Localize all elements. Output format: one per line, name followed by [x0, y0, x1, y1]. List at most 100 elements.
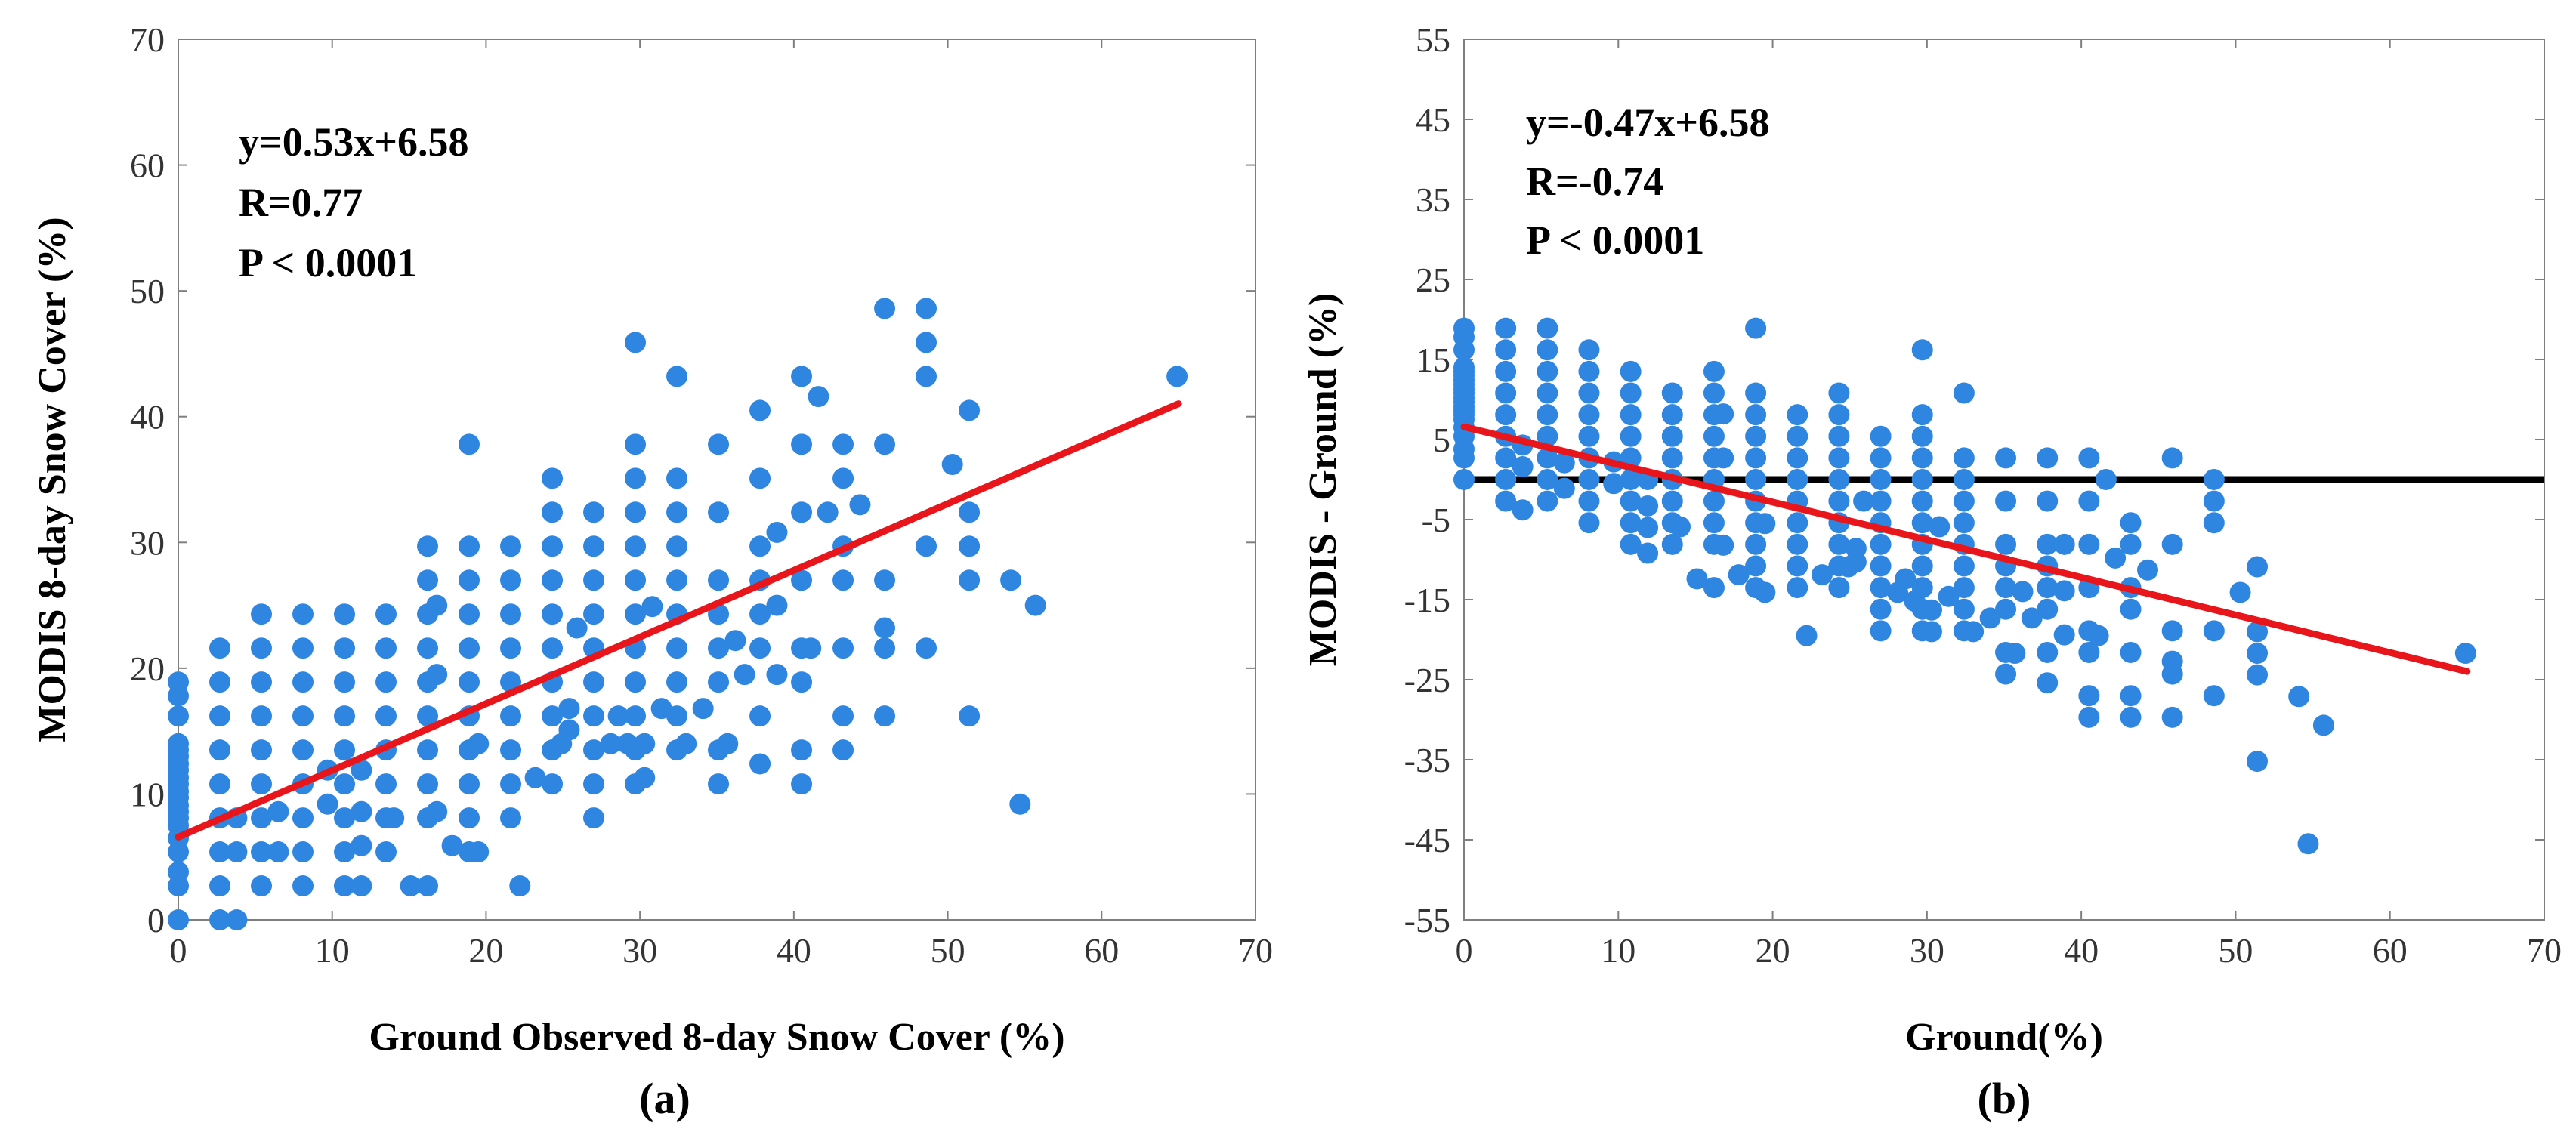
data-point: [791, 433, 813, 455]
data-point: [1669, 516, 1691, 538]
data-point: [251, 671, 273, 693]
data-point: [2247, 751, 2269, 773]
data-point: [1537, 317, 1558, 339]
y-tick-label: 60: [130, 147, 165, 185]
x-axis-title-b: Ground(%): [1905, 1016, 2103, 1059]
data-point: [1953, 447, 1975, 469]
data-point: [2203, 469, 2225, 490]
data-point: [2161, 533, 2183, 555]
data-point: [1787, 425, 1808, 447]
data-point: [334, 773, 356, 795]
data-point: [2120, 512, 2142, 534]
data-point: [791, 569, 813, 591]
data-point: [666, 366, 688, 387]
data-point: [808, 386, 829, 408]
data-point: [734, 664, 755, 686]
data-point: [625, 501, 647, 523]
data-point: [600, 733, 622, 754]
x-tick-label: 50: [2218, 931, 2253, 970]
data-point: [1661, 382, 1683, 404]
data-point: [1911, 555, 1933, 577]
p-value-b: P < 0.0001: [1526, 217, 1704, 263]
data-point: [468, 733, 490, 754]
data-point: [1787, 512, 1808, 534]
data-point: [1870, 490, 1892, 512]
y-tick-label: -15: [1404, 581, 1450, 619]
data-point: [800, 637, 822, 659]
data-point: [916, 366, 937, 387]
data-point: [724, 630, 746, 652]
data-point: [351, 800, 372, 822]
data-point: [1911, 447, 1933, 469]
fit-line-b: [1460, 423, 2471, 675]
data-point: [1578, 404, 1600, 426]
y-tick-label: 45: [1416, 100, 1450, 139]
data-point: [1870, 620, 1892, 642]
data-point: [2120, 533, 2142, 555]
data-point: [916, 298, 937, 319]
data-point: [1895, 568, 1917, 590]
data-point: [1495, 360, 1517, 382]
data-point: [749, 467, 771, 489]
data-point: [251, 705, 273, 727]
data-point: [1495, 339, 1517, 361]
data-point: [1911, 577, 1933, 599]
data-point: [625, 603, 647, 625]
data-point: [625, 569, 647, 591]
points-a: [168, 298, 1188, 930]
data-point: [1929, 516, 1951, 538]
data-point: [334, 637, 356, 659]
data-point: [417, 637, 439, 659]
data-point: [2037, 672, 2059, 694]
data-point: [209, 705, 231, 727]
data-point: [666, 535, 688, 557]
data-point: [1745, 469, 1767, 490]
y-tick-label: 5: [1433, 421, 1450, 459]
data-point: [1009, 793, 1031, 815]
data-point: [1620, 469, 1642, 490]
data-point: [583, 603, 605, 625]
data-point: [1661, 490, 1683, 512]
x-tick-label: 70: [1238, 931, 1273, 970]
data-point: [542, 535, 564, 557]
data-point: [2161, 706, 2183, 728]
data-point: [1870, 577, 1892, 599]
data-point: [1495, 404, 1517, 426]
data-point: [209, 909, 231, 930]
data-point: [2037, 641, 2059, 663]
data-point: [2203, 620, 2225, 642]
data-point: [1686, 568, 1708, 590]
data-point: [426, 800, 448, 822]
data-point: [417, 569, 439, 591]
data-point: [292, 705, 314, 727]
r-value-b: R=-0.74: [1526, 159, 1663, 204]
data-point: [1703, 425, 1725, 447]
data-point: [500, 705, 522, 727]
data-point: [625, 705, 647, 727]
data-point: [2247, 556, 2269, 578]
data-point: [2004, 643, 2026, 665]
data-point: [500, 807, 522, 829]
y-tick-label: -45: [1404, 821, 1450, 859]
p-value-a: P < 0.0001: [239, 240, 417, 285]
data-point: [1870, 425, 1892, 447]
data-point: [417, 535, 439, 557]
data-point: [1703, 577, 1725, 599]
data-point: [1745, 317, 1767, 339]
data-point: [817, 501, 839, 523]
data-point: [916, 332, 937, 353]
ticks-a: 0 10 20 30 40 50 60 70 0 10 20 30 40 50 60 70: [130, 20, 1273, 970]
data-point: [849, 494, 871, 516]
data-point: [383, 807, 405, 829]
data-point: [1453, 469, 1475, 490]
x-tick-label: 20: [468, 931, 503, 970]
data-point: [625, 332, 647, 353]
data-point: [1787, 577, 1808, 599]
data-point: [1953, 382, 1975, 404]
data-point: [1870, 447, 1892, 469]
data-point: [251, 603, 273, 625]
data-point: [468, 841, 490, 863]
data-point: [2021, 607, 2043, 629]
data-point: [2078, 490, 2100, 512]
data-point: [1920, 599, 1942, 621]
